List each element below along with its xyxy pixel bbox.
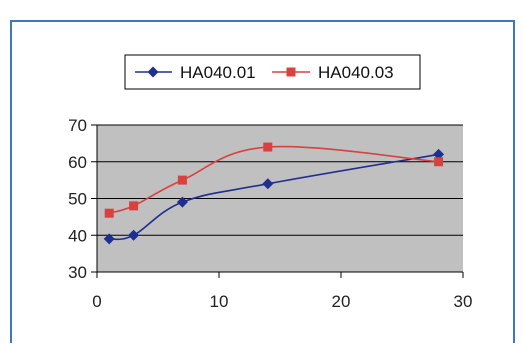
data-point-s1-5 [433, 148, 445, 160]
data-point-s2-3 [177, 175, 187, 185]
y-tick-label-40: 40 [68, 226, 87, 245]
legend-marker-series-2 [286, 67, 296, 77]
y-tick-label-50: 50 [68, 190, 87, 209]
x-tick-label-10: 10 [210, 292, 229, 311]
axes [91, 124, 464, 278]
legend-label-series-1: HA040.01 [180, 63, 256, 82]
y-tick-label-30: 30 [68, 263, 87, 282]
data-point-s2-5 [434, 157, 444, 167]
x-tick-label-0: 0 [92, 292, 101, 311]
data-point-s2-2 [129, 201, 139, 211]
legend-label-series-2: HA040.03 [318, 63, 394, 82]
legend: HA040.01 HA040.03 [135, 63, 394, 82]
y-tick-label-60: 60 [68, 153, 87, 172]
data-point-s1-2 [128, 229, 140, 241]
data-point-s2-1 [104, 208, 114, 218]
x-tick-label-30: 30 [454, 292, 473, 311]
data-point-s1-4 [262, 178, 274, 190]
data-point-s1-3 [176, 196, 188, 208]
y-tick-labels: 30 40 50 60 70 [68, 116, 87, 282]
series-line-2 [108, 145, 439, 214]
x-tick-labels: 0 10 20 30 [92, 292, 472, 311]
series-layer [103, 142, 445, 245]
data-point-s2-4 [263, 142, 273, 152]
legend-marker-series-1 [147, 66, 159, 78]
series-line-1 [109, 153, 439, 241]
x-tick-label-20: 20 [332, 292, 351, 311]
y-tick-label-70: 70 [68, 116, 87, 135]
data-point-s1-1 [103, 233, 115, 245]
